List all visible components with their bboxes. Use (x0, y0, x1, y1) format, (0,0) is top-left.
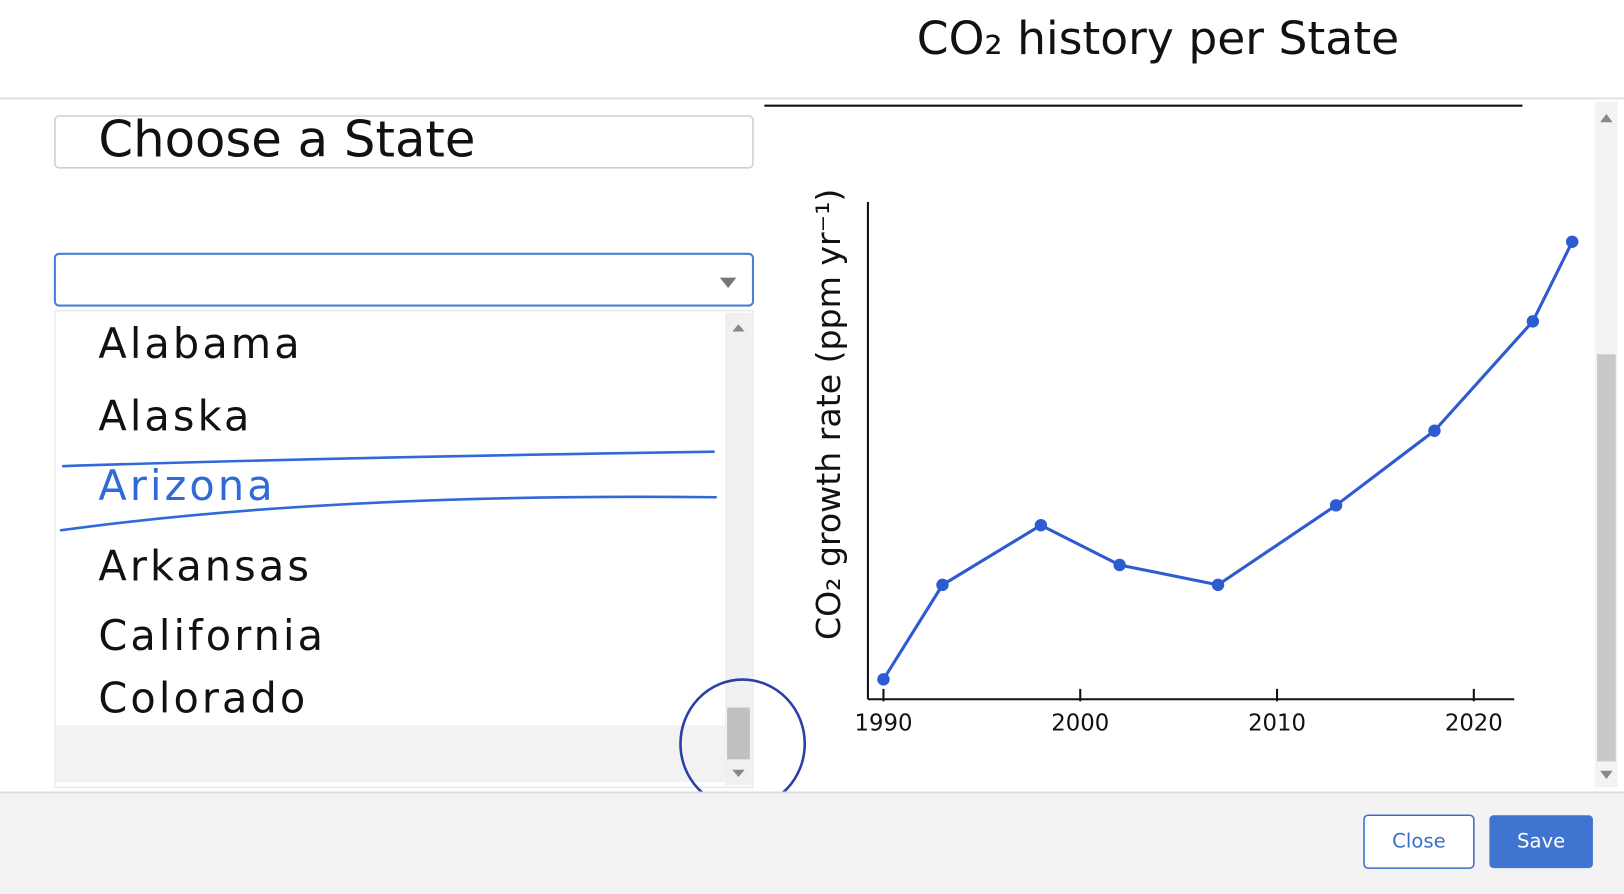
x-tick-label: 2000 (1051, 711, 1109, 737)
list-footer (55, 725, 725, 783)
list-scroll-up[interactable] (732, 324, 745, 332)
dropdown-arrow[interactable] (719, 277, 737, 288)
page-scroll-thumb[interactable] (1597, 354, 1616, 762)
label-box (54, 115, 754, 169)
header (0, 0, 1624, 99)
data-point (1566, 235, 1579, 248)
y-axis-label: CO₂ growth rate (ppm yr⁻¹) (809, 189, 848, 640)
data-point (1329, 499, 1343, 512)
save-button-label[interactable]: Save (1517, 830, 1565, 853)
options-list (54, 310, 754, 788)
options: Alabama Alaska Arizona Arkansas California Co… (59, 320, 717, 722)
data-point (1113, 558, 1126, 572)
selection-line (59, 495, 717, 532)
data-point (877, 673, 890, 686)
state-option[interactable]: Alaska (98, 393, 252, 441)
list-scroll-down[interactable] (732, 769, 745, 777)
footer (0, 792, 1624, 894)
data-line (882, 241, 1574, 681)
x-tick-label: 2020 (1445, 711, 1503, 737)
page-title: CO₂ history per State (917, 12, 1399, 65)
data-point (936, 578, 949, 592)
list-scrollbar[interactable] (725, 312, 752, 786)
state-option[interactable]: California (98, 612, 326, 660)
close-button-label[interactable]: Close (1392, 830, 1446, 853)
state-dropdown[interactable] (53, 252, 754, 307)
panel-label: Choose a State (98, 110, 475, 168)
save-button[interactable] (1489, 815, 1593, 869)
state-option[interactable]: Arkansas (98, 543, 312, 591)
x-tick-label: 2010 (1248, 711, 1306, 737)
x-tick-label: 1990 (854, 711, 912, 737)
scroll-up[interactable] (1600, 113, 1613, 123)
data-point (1034, 518, 1048, 532)
list-scroll-thumb[interactable] (727, 707, 750, 760)
state-option[interactable]: Colorado (98, 674, 308, 722)
selection-line (62, 450, 715, 468)
data-point (1211, 578, 1225, 592)
data-point (1526, 315, 1540, 328)
scroll-down[interactable] (1600, 770, 1613, 780)
close-button[interactable] (1363, 814, 1475, 869)
state-option[interactable]: Alabama (98, 320, 302, 368)
data-point (1428, 424, 1441, 437)
state-option[interactable]: Arizona (98, 462, 275, 510)
chart: CO₂ growth rate (ppm yr⁻¹) 1990 2000 2010 2… (809, 189, 1579, 737)
